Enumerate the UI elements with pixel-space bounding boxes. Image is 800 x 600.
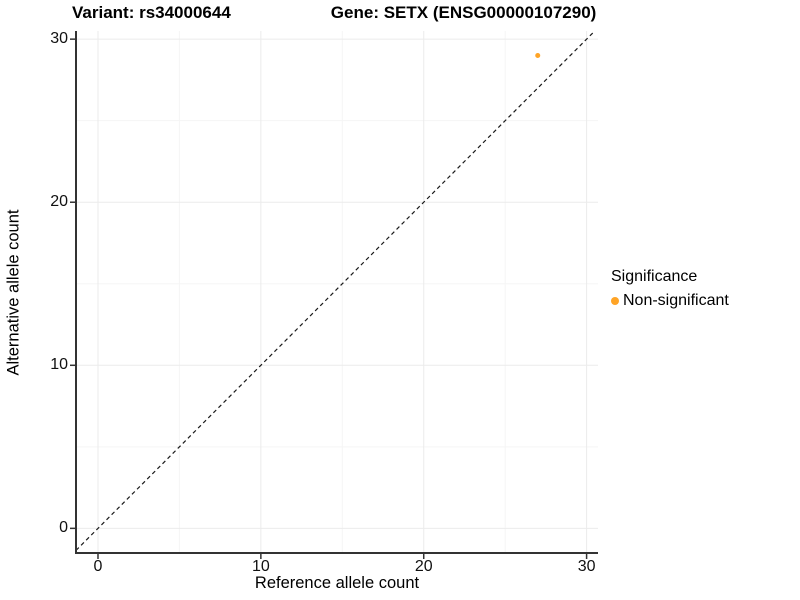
y-tick-label: 10 [50,356,68,374]
legend: Significance Non-significant [611,268,729,310]
legend-point-icon [611,297,619,305]
y-tick-label: 0 [59,519,68,537]
reference-line [75,30,596,551]
x-tick-label: 20 [414,558,433,575]
x-axis-title: Reference allele count [254,574,420,592]
legend-item-label: Non-significant [623,292,729,309]
y-tick-label: 20 [50,193,68,211]
y-axis-title: Alternative allele count [4,209,23,376]
y-tick-label: 30 [50,30,68,48]
chart-title-gene: Gene: SETX (ENSG00000107290) [330,3,597,22]
data-point [535,52,541,58]
x-tick-label: 30 [577,558,596,575]
x-tick-label: 10 [251,558,270,575]
x-tick-label: 0 [93,558,103,575]
chart-title-variant: Variant: rs34000644 [72,3,231,22]
chart-title: Variant: rs34000644 Gene: SETX (ENSG0000… [72,3,596,23]
legend-title: Significance [611,268,698,285]
legend-item: Non-significant [611,292,729,310]
